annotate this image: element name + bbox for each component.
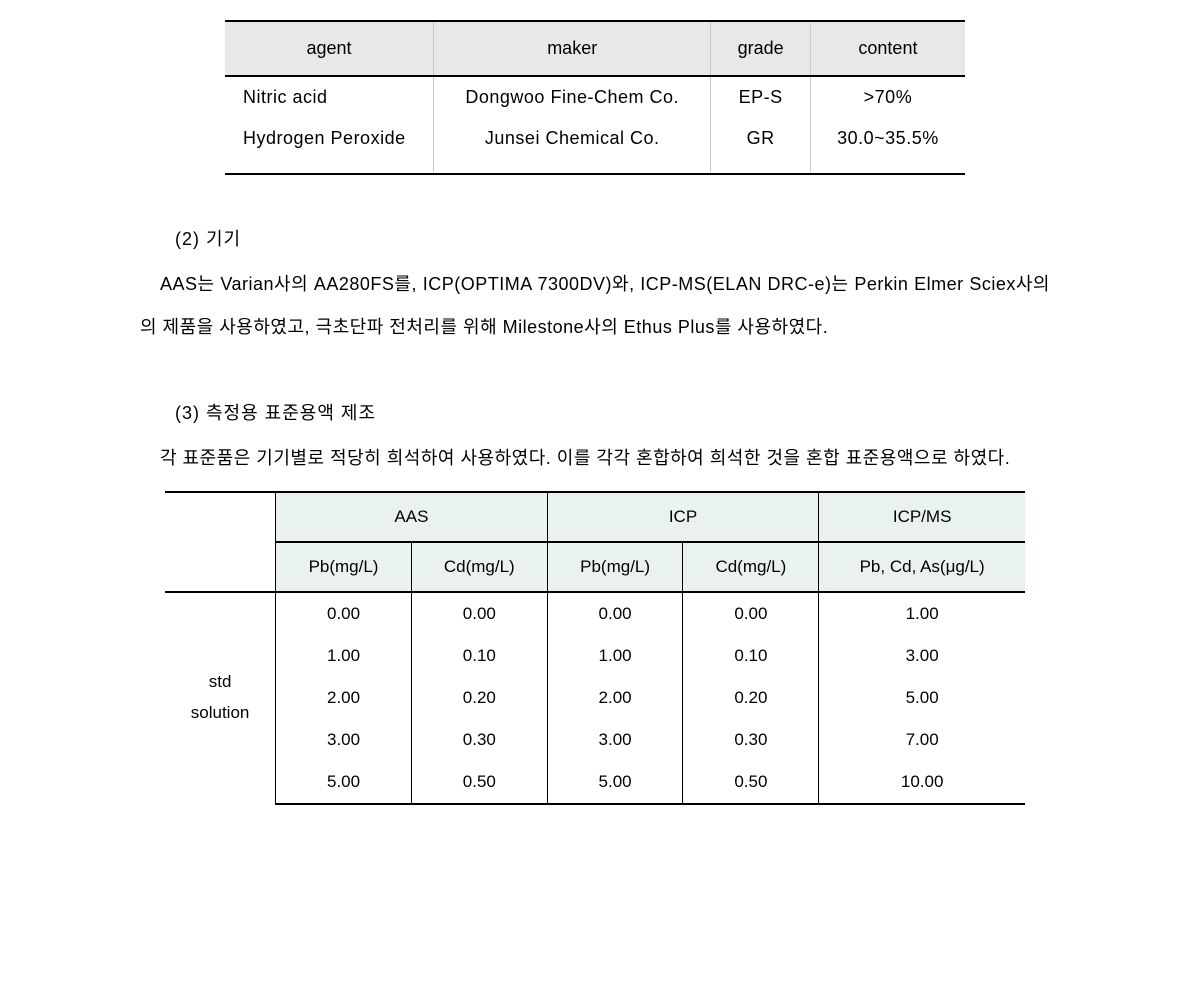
table-row: 3.00 0.30 3.00 0.30 7.00	[165, 719, 1025, 761]
table-row: 5.00 0.50 5.00 0.50 10.00	[165, 761, 1025, 804]
document-page: agent maker grade content Nitric acid Do…	[0, 0, 1190, 825]
sub-header-icp-pb: Pb(mg/L)	[547, 542, 683, 592]
cell-icpms: 3.00	[819, 635, 1025, 677]
row-label-std-solution: std solution	[165, 592, 276, 804]
col-header-content: content	[810, 21, 965, 76]
cell-aas-pb: 3.00	[276, 719, 412, 761]
section-heading-2: (2) 기기	[175, 225, 1050, 251]
group-header-aas: AAS	[276, 492, 548, 542]
group-header-icpms: ICP/MS	[819, 492, 1025, 542]
table-row: 1.00 0.10 1.00 0.10 3.00	[165, 635, 1025, 677]
table-row: Hydrogen Peroxide Junsei Chemical Co. GR…	[225, 118, 965, 174]
cell-maker: Junsei Chemical Co.	[434, 118, 711, 174]
section-2-paragraph: AAS는 Varian사의 AA280FS를, ICP(OPTIMA 7300D…	[140, 263, 1050, 349]
blank-header-cell	[165, 542, 276, 592]
col-header-grade: grade	[711, 21, 810, 76]
cell-icp-cd: 0.20	[683, 677, 819, 719]
cell-icp-pb: 2.00	[547, 677, 683, 719]
col-header-maker: maker	[434, 21, 711, 76]
cell-content: 30.0~35.5%	[810, 118, 965, 174]
cell-aas-cd: 0.00	[411, 592, 547, 635]
cell-icp-cd: 0.30	[683, 719, 819, 761]
sub-header-aas-cd: Cd(mg/L)	[411, 542, 547, 592]
row-label-line1: std	[209, 672, 232, 691]
table-row: 2.00 0.20 2.00 0.20 5.00	[165, 677, 1025, 719]
table-sub-header-row: Pb(mg/L) Cd(mg/L) Pb(mg/L) Cd(mg/L) Pb, …	[165, 542, 1025, 592]
table-group-header-row: AAS ICP ICP/MS	[165, 492, 1025, 542]
cell-icpms: 7.00	[819, 719, 1025, 761]
cell-icp-cd: 0.50	[683, 761, 819, 804]
cell-aas-pb: 0.00	[276, 592, 412, 635]
cell-icpms: 10.00	[819, 761, 1025, 804]
cell-icpms: 5.00	[819, 677, 1025, 719]
row-label-line2: solution	[191, 703, 250, 722]
sub-header-aas-pb: Pb(mg/L)	[276, 542, 412, 592]
standard-solutions-table: AAS ICP ICP/MS Pb(mg/L) Cd(mg/L) Pb(mg/L…	[165, 491, 1025, 805]
cell-grade: EP-S	[711, 76, 810, 118]
cell-aas-cd: 0.10	[411, 635, 547, 677]
cell-icp-pb: 3.00	[547, 719, 683, 761]
section-3-paragraph: 각 표준품은 기기별로 적당히 희석하여 사용하였다. 이를 각각 혼합하여 희…	[140, 437, 1050, 480]
cell-aas-pb: 5.00	[276, 761, 412, 804]
col-header-agent: agent	[225, 21, 434, 76]
section-heading-3: (3) 측정용 표준용액 제조	[175, 399, 1050, 425]
cell-agent: Nitric acid	[225, 76, 434, 118]
cell-icp-cd: 0.00	[683, 592, 819, 635]
table-row: std solution 0.00 0.00 0.00 0.00 1.00	[165, 592, 1025, 635]
cell-icp-cd: 0.10	[683, 635, 819, 677]
cell-content: >70%	[810, 76, 965, 118]
table-row: Nitric acid Dongwoo Fine-Chem Co. EP-S >…	[225, 76, 965, 118]
cell-aas-pb: 2.00	[276, 677, 412, 719]
cell-aas-cd: 0.20	[411, 677, 547, 719]
table-header-row: agent maker grade content	[225, 21, 965, 76]
cell-icpms: 1.00	[819, 592, 1025, 635]
cell-grade: GR	[711, 118, 810, 174]
cell-icp-pb: 1.00	[547, 635, 683, 677]
cell-agent: Hydrogen Peroxide	[225, 118, 434, 174]
cell-icp-pb: 0.00	[547, 592, 683, 635]
cell-aas-cd: 0.30	[411, 719, 547, 761]
blank-header-cell	[165, 492, 276, 542]
sub-header-icp-cd: Cd(mg/L)	[683, 542, 819, 592]
cell-icp-pb: 5.00	[547, 761, 683, 804]
agents-table: agent maker grade content Nitric acid Do…	[225, 20, 965, 175]
cell-maker: Dongwoo Fine-Chem Co.	[434, 76, 711, 118]
group-header-icp: ICP	[547, 492, 819, 542]
cell-aas-cd: 0.50	[411, 761, 547, 804]
sub-header-icpms: Pb, Cd, As(μg/L)	[819, 542, 1025, 592]
cell-aas-pb: 1.00	[276, 635, 412, 677]
